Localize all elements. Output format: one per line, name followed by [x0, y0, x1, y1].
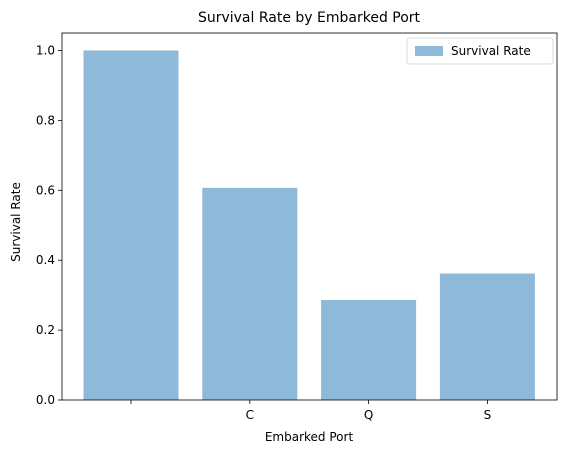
- x-axis-label: Embarked Port: [265, 430, 354, 444]
- y-tick-label: 1.0: [36, 43, 55, 57]
- x-tick-label: C: [246, 408, 254, 422]
- x-tick-label: S: [484, 408, 492, 422]
- bar: [202, 187, 298, 400]
- chart-title: Survival Rate by Embarked Port: [198, 10, 421, 26]
- legend: Survival Rate: [406, 37, 554, 65]
- legend-box: [406, 37, 554, 65]
- x-tick-label: Q: [364, 408, 373, 422]
- bar: [439, 273, 535, 400]
- y-tick-label: 0.0: [36, 393, 55, 407]
- y-tick-label: 0.2: [36, 323, 55, 337]
- legend-swatch: [415, 46, 443, 56]
- bar: [83, 50, 179, 400]
- bar: [321, 300, 417, 400]
- legend-label: Survival Rate: [451, 44, 531, 58]
- y-tick-label: 0.6: [36, 183, 55, 197]
- plot-area: C Q S 0.0 0.2 0.4 0.6 0.8 1.0: [36, 32, 558, 422]
- y-axis-label: Survival Rate: [9, 182, 23, 262]
- axes-frame: [61, 32, 558, 401]
- y-tick-label: 0.4: [36, 253, 55, 267]
- y-tick-label: 0.8: [36, 113, 55, 127]
